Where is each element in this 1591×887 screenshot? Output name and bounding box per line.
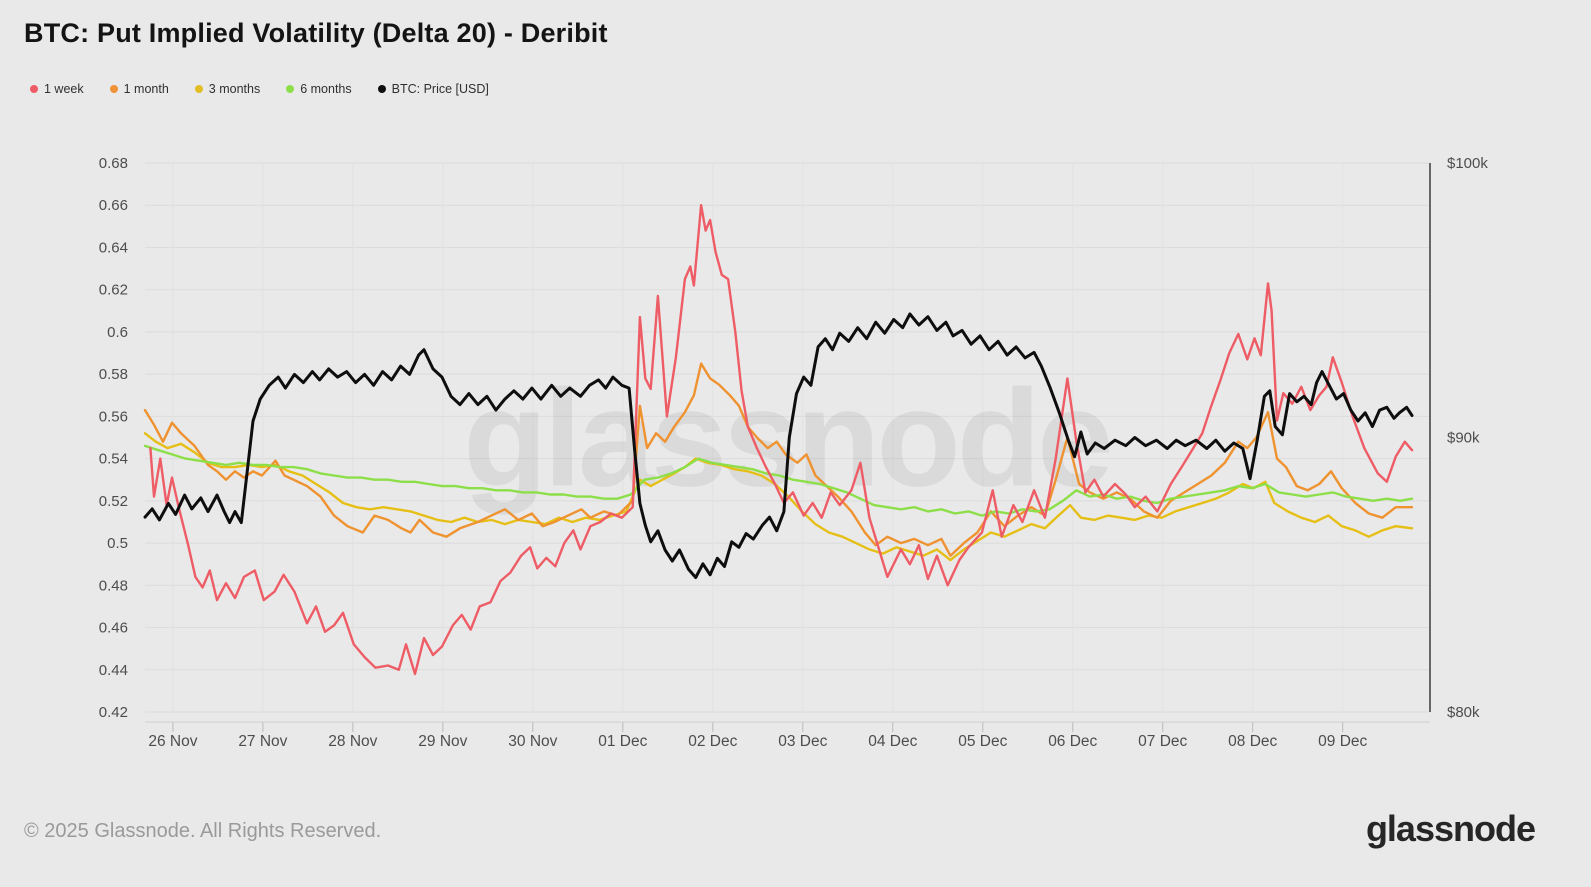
x-axis-label: 02 Dec (688, 733, 737, 750)
legend-dot-icon (30, 85, 38, 93)
legend-item-1-week[interactable]: 1 week (30, 82, 84, 96)
x-axis-label: 05 Dec (958, 733, 1007, 750)
x-axis-label: 06 Dec (1048, 733, 1097, 750)
legend-dot-icon (286, 85, 295, 93)
x-axis-label: 04 Dec (868, 733, 917, 750)
left-axis-label: 0.44 (99, 662, 128, 679)
left-axis-label: 0.68 (99, 155, 128, 172)
legend-dot-icon (194, 85, 203, 93)
left-axis-label: 0.5 (107, 535, 128, 552)
chart-legend: 1 week 1 month 3 months 6 months BTC: Price … (30, 82, 489, 96)
left-axis-label: 0.42 (99, 704, 128, 721)
right-axis-label: $80k (1447, 704, 1480, 721)
series-line-6-months (143, 444, 1414, 517)
legend-item-label: 3 months (208, 82, 261, 96)
x-axis-label: 09 Dec (1318, 733, 1367, 750)
left-axis-label: 0.48 (99, 577, 128, 594)
right-axis-label: $100k (1447, 155, 1488, 172)
legend-item-1-month[interactable]: 1 month (109, 82, 169, 96)
x-axis-label: 29 Nov (418, 733, 467, 750)
page-title: BTC: Put Implied Volatility (Delta 20) -… (24, 18, 608, 48)
x-axis-label: 30 Nov (508, 733, 557, 750)
left-axis-label: 0.56 (99, 408, 128, 425)
right-axis-label: $90k (1447, 430, 1480, 447)
left-axis-label: 0.6 (107, 324, 128, 341)
x-axis-label: 08 Dec (1228, 733, 1277, 750)
x-axis-label: 28 Nov (328, 733, 377, 750)
x-axis-label: 01 Dec (598, 733, 647, 750)
x-axis-label: 03 Dec (778, 733, 827, 750)
legend-item-6-months[interactable]: 6 months (286, 82, 352, 96)
legend-item-label: 6 months (300, 82, 352, 96)
glassnode-logo: glassnode (1365, 808, 1536, 849)
left-axis-label: 0.62 (99, 282, 128, 299)
legend-item-label: BTC: Price [USD] (391, 82, 489, 96)
series-line-1-month (143, 362, 1414, 557)
legend-item-3-months[interactable]: 3 months (194, 82, 261, 96)
left-axis-label: 0.66 (99, 197, 128, 214)
legend-item-btc-price-usd-[interactable]: BTC: Price [USD] (377, 82, 489, 96)
legend-dot-icon (377, 85, 386, 93)
left-axis-label: 0.52 (99, 493, 128, 510)
legend-dot-icon (109, 85, 118, 93)
left-axis-label: 0.64 (99, 239, 128, 256)
legend-item-label: 1 week (44, 82, 84, 96)
x-axis-label: 07 Dec (1138, 733, 1187, 750)
x-axis-label: 27 Nov (238, 733, 287, 750)
left-axis-label: 0.46 (99, 620, 128, 637)
series-line-btc-price-usd- (143, 312, 1414, 579)
copyright-text: © 2025 Glassnode. All Rights Reserved. (24, 820, 382, 842)
legend-item-label: 1 month (123, 82, 169, 96)
series-line-1-week (149, 204, 1414, 676)
left-axis-label: 0.54 (99, 451, 128, 468)
x-axis-label: 26 Nov (148, 733, 197, 750)
left-axis-label: 0.58 (99, 366, 128, 383)
